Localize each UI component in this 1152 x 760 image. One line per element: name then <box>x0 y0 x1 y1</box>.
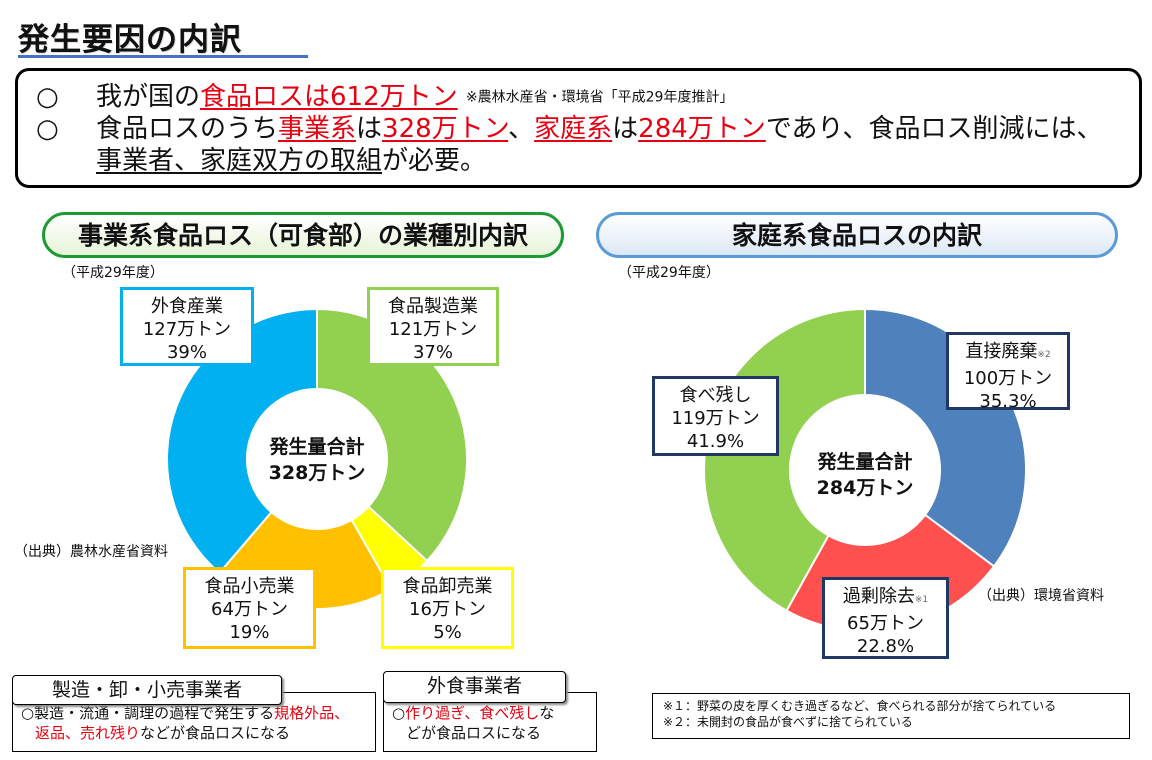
label-amount: 100万トン <box>963 368 1053 389</box>
label-percent: 5% <box>433 622 462 643</box>
summary-text: 食品ロスのうち <box>96 114 279 144</box>
title-underline <box>18 55 308 58</box>
label-amount: 16万トン <box>409 599 486 620</box>
label-percent: 41.9% <box>686 431 745 452</box>
label-leftovers: 食べ残し 119万トン 41.9% <box>652 376 779 456</box>
summary-line-3: 事業者、家庭双方の取組が必要。 <box>36 145 486 177</box>
summary-highlight: 事業系 <box>278 114 357 144</box>
household-center-label: 発生量合計 284万トン <box>792 449 938 501</box>
desc-text: ○製造・流通・調理の過程で発生する <box>21 704 275 722</box>
label-direct-disposal: 直接廃棄※2 100万トン 35.3% <box>946 332 1070 412</box>
footnote-mark: ※1 <box>914 595 929 605</box>
footnote-box: ※１：野菜の皮を厚くむき過ぎるなど、食べられる部分が捨てられている ※２：未開封… <box>652 693 1130 739</box>
label-amount: 65万トン <box>847 613 924 634</box>
desc-highlight: 作り過ぎ、食べ残し <box>405 704 540 722</box>
footnote-2: ※２：未開封の食品が食べずに捨てられている <box>663 715 913 729</box>
label-name: 食べ残し <box>679 385 752 406</box>
business-source-note: （出典）農林水産省資料 <box>14 544 168 560</box>
label-percent: 19% <box>229 622 270 643</box>
label-amount: 64万トン <box>211 599 288 620</box>
business-section-header: 事業系食品ロス（可食部）の業種別内訳 <box>42 212 564 258</box>
summary-text: は <box>612 114 639 144</box>
label-percent: 35.3% <box>979 391 1037 412</box>
summary-underline-text: 事業者、家庭双方の取組 <box>96 146 383 176</box>
summary-text: であり、食品ロス削減には、 <box>765 114 1103 144</box>
center-label-title: 発生量合計 <box>817 451 913 473</box>
summary-highlight: 食品ロスは612万トン <box>200 82 458 112</box>
business-slice-3 <box>166 307 318 575</box>
business-center-label: 発生量合計 328万トン <box>244 434 390 486</box>
label-food-retail: 食品小売業 64万トン 19% <box>183 567 316 649</box>
desc-highlight: 規格外品、 <box>274 704 350 722</box>
desc-text: などが食品ロスになる <box>140 724 291 742</box>
summary-source-note: ※農林水産省・環境省「平成29年度推計」 <box>465 89 734 106</box>
household-section-header: 家庭系食品ロスの内訳 <box>596 212 1118 258</box>
summary-highlight: 家庭系 <box>534 114 613 144</box>
label-name: 過剰除去※1 <box>825 585 946 612</box>
food-service-tab-label: 外食事業者 <box>383 671 566 703</box>
desc-text: ○ <box>392 704 406 722</box>
label-food-manufacturing: 食品製造業 121万トン 37% <box>367 287 499 366</box>
desc-text: どが食品ロスになる <box>406 724 542 742</box>
label-name: 食品卸売業 <box>402 576 493 597</box>
center-label-total: 284万トン <box>816 477 914 499</box>
label-percent: 37% <box>412 342 453 363</box>
page-title: 発生要因の内訳 <box>18 22 242 58</box>
summary-line-2: ○ 食品ロスのうち事業系は328万トン、家庭系は284万トンであり、食品ロス削減に… <box>36 113 1103 145</box>
bullet-icon: ○ <box>36 114 59 144</box>
summary-highlight: 284万トン <box>638 114 766 144</box>
household-year-note: （平成29年度） <box>618 265 720 281</box>
summary-text: は <box>356 114 383 144</box>
desc-text: な <box>539 704 555 722</box>
label-percent: 22.8% <box>856 636 915 657</box>
center-label-total: 328万トン <box>268 462 366 484</box>
manufacturer-tab-label: 製造・卸・小売事業者 <box>12 675 282 705</box>
label-food-service: 外食産業 127万トン 39% <box>120 287 254 366</box>
bullet-icon: ○ <box>36 82 59 112</box>
label-name: 直接廃棄※2 <box>949 340 1067 367</box>
label-amount: 119万トン <box>671 408 760 429</box>
summary-text: が必要。 <box>382 146 487 176</box>
footnote-mark: ※2 <box>1037 350 1051 360</box>
center-label-title: 発生量合計 <box>269 436 365 458</box>
label-name-text: 直接廃棄 <box>965 341 1038 362</box>
label-amount: 127万トン <box>142 319 232 340</box>
label-name: 外食産業 <box>151 296 223 317</box>
business-year-note: （平成29年度） <box>62 265 164 281</box>
label-food-wholesale: 食品卸売業 16万トン 5% <box>381 567 514 649</box>
summary-highlight: 328万トン <box>382 114 509 144</box>
desc-highlight: 返品、売れ残り <box>35 724 141 742</box>
summary-box: ○ 我が国の食品ロスは612万トン ※農林水産省・環境省「平成29年度推計」 ○ 食… <box>15 68 1142 188</box>
summary-text: 我が国の <box>96 82 201 112</box>
label-excess-removal: 過剰除去※1 65万トン 22.8% <box>822 577 949 659</box>
household-source-note: （出典）環境省資料 <box>978 588 1104 604</box>
label-name: 食品小売業 <box>204 576 295 597</box>
label-amount: 121万トン <box>388 319 478 340</box>
footnote-1: ※１：野菜の皮を厚くむき過ぎるなど、食べられる部分が捨てられている <box>663 699 1057 713</box>
label-name: 食品製造業 <box>388 296 478 317</box>
summary-line-1: ○ 我が国の食品ロスは612万トン ※農林水産省・環境省「平成29年度推計」 <box>36 81 733 114</box>
summary-text: 、 <box>508 114 535 144</box>
label-name-text: 過剰除去 <box>842 586 915 607</box>
label-percent: 39% <box>166 342 207 363</box>
